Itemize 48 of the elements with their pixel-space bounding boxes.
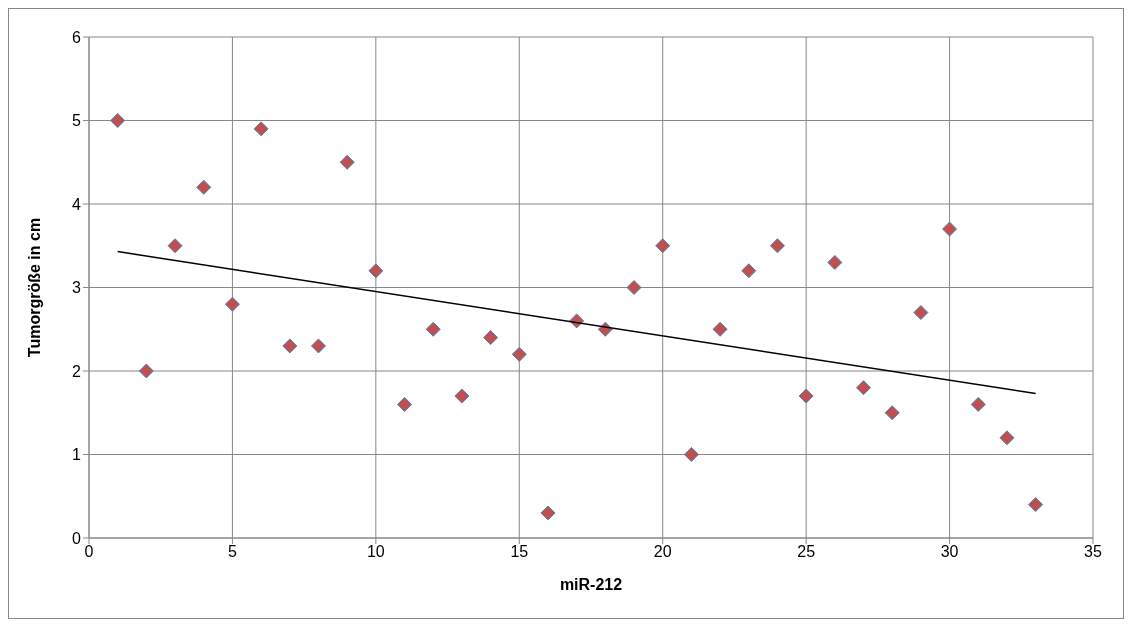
point xyxy=(483,330,499,346)
point xyxy=(741,263,757,279)
point xyxy=(224,296,240,312)
y-tick-label: 0 xyxy=(72,529,82,547)
x-tick-label: 20 xyxy=(653,543,672,561)
point xyxy=(138,363,154,379)
x-tick-label: 5 xyxy=(227,543,237,561)
point xyxy=(942,221,958,237)
y-tick-label: 6 xyxy=(72,28,82,46)
point xyxy=(999,430,1015,446)
point xyxy=(769,238,785,254)
x-tick-label: 30 xyxy=(940,543,959,561)
point xyxy=(196,179,212,195)
point xyxy=(167,238,183,254)
point xyxy=(655,238,671,254)
y-tick-label: 2 xyxy=(72,362,82,380)
point xyxy=(425,321,441,337)
point xyxy=(253,121,269,137)
x-tick-label: 15 xyxy=(510,543,529,561)
point xyxy=(282,338,298,354)
point xyxy=(110,113,126,128)
point xyxy=(397,396,413,412)
y-tick-label: 4 xyxy=(72,195,82,213)
point xyxy=(884,405,900,421)
point xyxy=(511,346,527,362)
point xyxy=(683,447,699,462)
x-tick-label: 10 xyxy=(366,543,385,561)
point xyxy=(454,388,470,404)
point xyxy=(368,263,384,279)
point xyxy=(1028,497,1044,513)
point xyxy=(970,396,986,412)
point xyxy=(540,505,556,521)
y-axis-title: Tumorgröße in cm xyxy=(25,217,43,358)
point xyxy=(827,254,843,270)
point xyxy=(856,380,872,396)
point xyxy=(712,321,728,337)
point xyxy=(626,280,642,295)
y-tick-label: 5 xyxy=(72,112,82,130)
point xyxy=(798,388,814,404)
x-axis-title: miR-212 xyxy=(559,576,623,593)
y-tick-label: 1 xyxy=(72,446,82,464)
x-tick-label: 0 xyxy=(84,543,94,561)
point xyxy=(339,154,355,170)
point xyxy=(913,305,929,321)
x-tick-label: 35 xyxy=(1084,543,1102,561)
x-tick-label: 25 xyxy=(797,543,816,561)
y-tick-label: 3 xyxy=(72,279,82,297)
point xyxy=(310,338,326,354)
